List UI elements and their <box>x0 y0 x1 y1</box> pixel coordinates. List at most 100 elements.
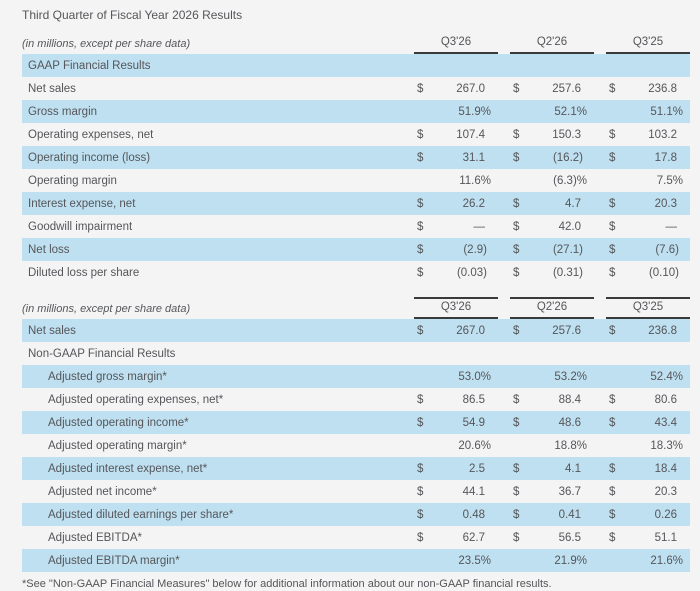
row-label: Operating margin <box>28 174 117 187</box>
cell-value: (0.10) <box>648 266 679 279</box>
non-gaap-table-caption: (in millions, except per share data) <box>22 303 191 315</box>
cell-value: — <box>473 220 486 233</box>
table-row: Adjusted interest expense, net* $2.5 $4.1 $… <box>22 457 690 480</box>
currency-symbol: $ <box>513 243 520 256</box>
value-cell: 53.2% <box>510 365 594 388</box>
table-row: Interest expense, net $26.2 $4.7 $20.3 <box>22 192 690 215</box>
table-row: Adjusted operating margin* 20.6% 18.8% 18.3… <box>22 434 690 457</box>
gaap-results-table: (in millions, except per share data) Q3'… <box>22 30 690 284</box>
currency-symbol: $ <box>513 462 520 475</box>
value-cell: 52.1% <box>510 100 594 123</box>
cell-value: 257.6 <box>552 82 581 95</box>
section-header-row: GAAP Financial Results <box>22 54 690 77</box>
table-row: Adjusted gross margin* 53.0% 53.2% 52.4% <box>22 365 690 388</box>
cell-value: 54.9 <box>462 416 485 429</box>
value-cell: 21.9% <box>510 549 594 572</box>
currency-symbol: $ <box>609 462 616 475</box>
value-cell: $ (7.6) <box>606 238 690 261</box>
table-row: Operating income (loss) $31.1 $ (16.2) $17.8 <box>22 146 690 169</box>
currency-symbol: $ <box>513 266 520 279</box>
value-cell <box>606 54 690 77</box>
row-label: Net loss <box>28 243 70 256</box>
currency-symbol: $ <box>417 416 424 429</box>
cell-value: (2.9) <box>463 243 487 256</box>
value-cell: $ — <box>414 215 498 238</box>
currency-symbol: $ <box>417 393 424 406</box>
currency-symbol: $ <box>513 508 520 521</box>
value-cell: $2.5 <box>414 457 498 480</box>
currency-symbol: $ <box>417 151 424 164</box>
value-cell: $86.5 <box>414 388 498 411</box>
value-cell: $31.1 <box>414 146 498 169</box>
value-cell: $257.6 <box>510 77 594 100</box>
section-title: GAAP Financial Results <box>28 59 151 72</box>
row-label: Operating income (loss) <box>28 151 151 164</box>
section-title: Non-GAAP Financial Results <box>28 347 176 360</box>
currency-symbol: $ <box>609 197 616 210</box>
cell-value: 20.3 <box>654 485 677 498</box>
table-row: Adjusted diluted earnings per share* $0.4… <box>22 503 690 526</box>
value-cell: $ (27.1) <box>510 238 594 261</box>
row-label: Diluted loss per share <box>28 266 140 279</box>
cell-value: 0.26 <box>654 508 677 521</box>
page-title: Third Quarter of Fiscal Year 2026 Result… <box>22 8 243 22</box>
value-cell: 18.3% <box>606 434 690 457</box>
value-cell: $236.8 <box>606 77 690 100</box>
value-cell: $ (0.03) <box>414 261 498 284</box>
value-cell: $54.9 <box>414 411 498 434</box>
value-cell <box>606 342 690 365</box>
value-cell: $18.4 <box>606 457 690 480</box>
currency-symbol: $ <box>513 128 520 141</box>
section-header-row: Non-GAAP Financial Results <box>22 342 690 365</box>
currency-symbol: $ <box>417 508 424 521</box>
cell-value: 150.3 <box>552 128 581 141</box>
row-label: Adjusted net income* <box>48 485 157 498</box>
row-label: Goodwill impairment <box>28 220 133 233</box>
currency-symbol: $ <box>513 324 520 337</box>
cell-value: 7.5% <box>656 174 683 187</box>
value-cell: 18.8% <box>510 434 594 457</box>
cell-value: 88.4 <box>558 393 581 406</box>
currency-symbol: $ <box>609 393 616 406</box>
value-cell: $103.2 <box>606 123 690 146</box>
cell-value: 103.2 <box>648 128 677 141</box>
value-cell: $56.5 <box>510 526 594 549</box>
row-label: Interest expense, net <box>28 197 136 210</box>
cell-value: 267.0 <box>456 82 485 95</box>
currency-symbol: $ <box>609 243 616 256</box>
cell-value: 0.48 <box>462 508 485 521</box>
currency-symbol: $ <box>609 416 616 429</box>
cell-value: 21.9% <box>554 554 587 567</box>
value-cell: $36.7 <box>510 480 594 503</box>
value-cell: 23.5% <box>414 549 498 572</box>
cell-value: 257.6 <box>552 324 581 337</box>
value-cell: $20.3 <box>606 192 690 215</box>
value-cell: $43.4 <box>606 411 690 434</box>
table-row: Adjusted net income* $44.1 $36.7 $20.3 <box>22 480 690 503</box>
non-gaap-table-body: Net sales $267.0 $257.6 $236.8 Non-GAAP Fina… <box>22 319 690 572</box>
row-label: Adjusted operating expenses, net* <box>48 393 224 406</box>
currency-symbol: $ <box>513 151 520 164</box>
value-cell <box>414 342 498 365</box>
value-cell <box>414 54 498 77</box>
value-cell <box>510 54 594 77</box>
table-row: Adjusted operating expenses, net* $86.5 $8… <box>22 388 690 411</box>
table-row: Net sales $267.0 $257.6 $236.8 <box>22 77 690 100</box>
currency-symbol: $ <box>513 393 520 406</box>
cell-value: 236.8 <box>648 324 677 337</box>
table-row: Operating margin 11.6% (6.3)% 7.5% <box>22 169 690 192</box>
currency-symbol: $ <box>417 324 424 337</box>
cell-value: 31.1 <box>462 151 485 164</box>
cell-value: 0.41 <box>558 508 581 521</box>
value-cell: $ (2.9) <box>414 238 498 261</box>
value-cell: $0.41 <box>510 503 594 526</box>
value-cell: $4.7 <box>510 192 594 215</box>
currency-symbol: $ <box>609 151 616 164</box>
cell-value: 62.7 <box>462 531 485 544</box>
cell-value: 52.4% <box>650 370 683 383</box>
gaap-table-caption: (in millions, except per share data) <box>22 38 191 50</box>
cell-value: 23.5% <box>458 554 491 567</box>
cell-value: 18.8% <box>554 439 587 452</box>
gaap-table-header-row: (in millions, except per share data) Q3'… <box>22 30 690 54</box>
column-header-q3-26: Q3'26 <box>414 30 498 54</box>
